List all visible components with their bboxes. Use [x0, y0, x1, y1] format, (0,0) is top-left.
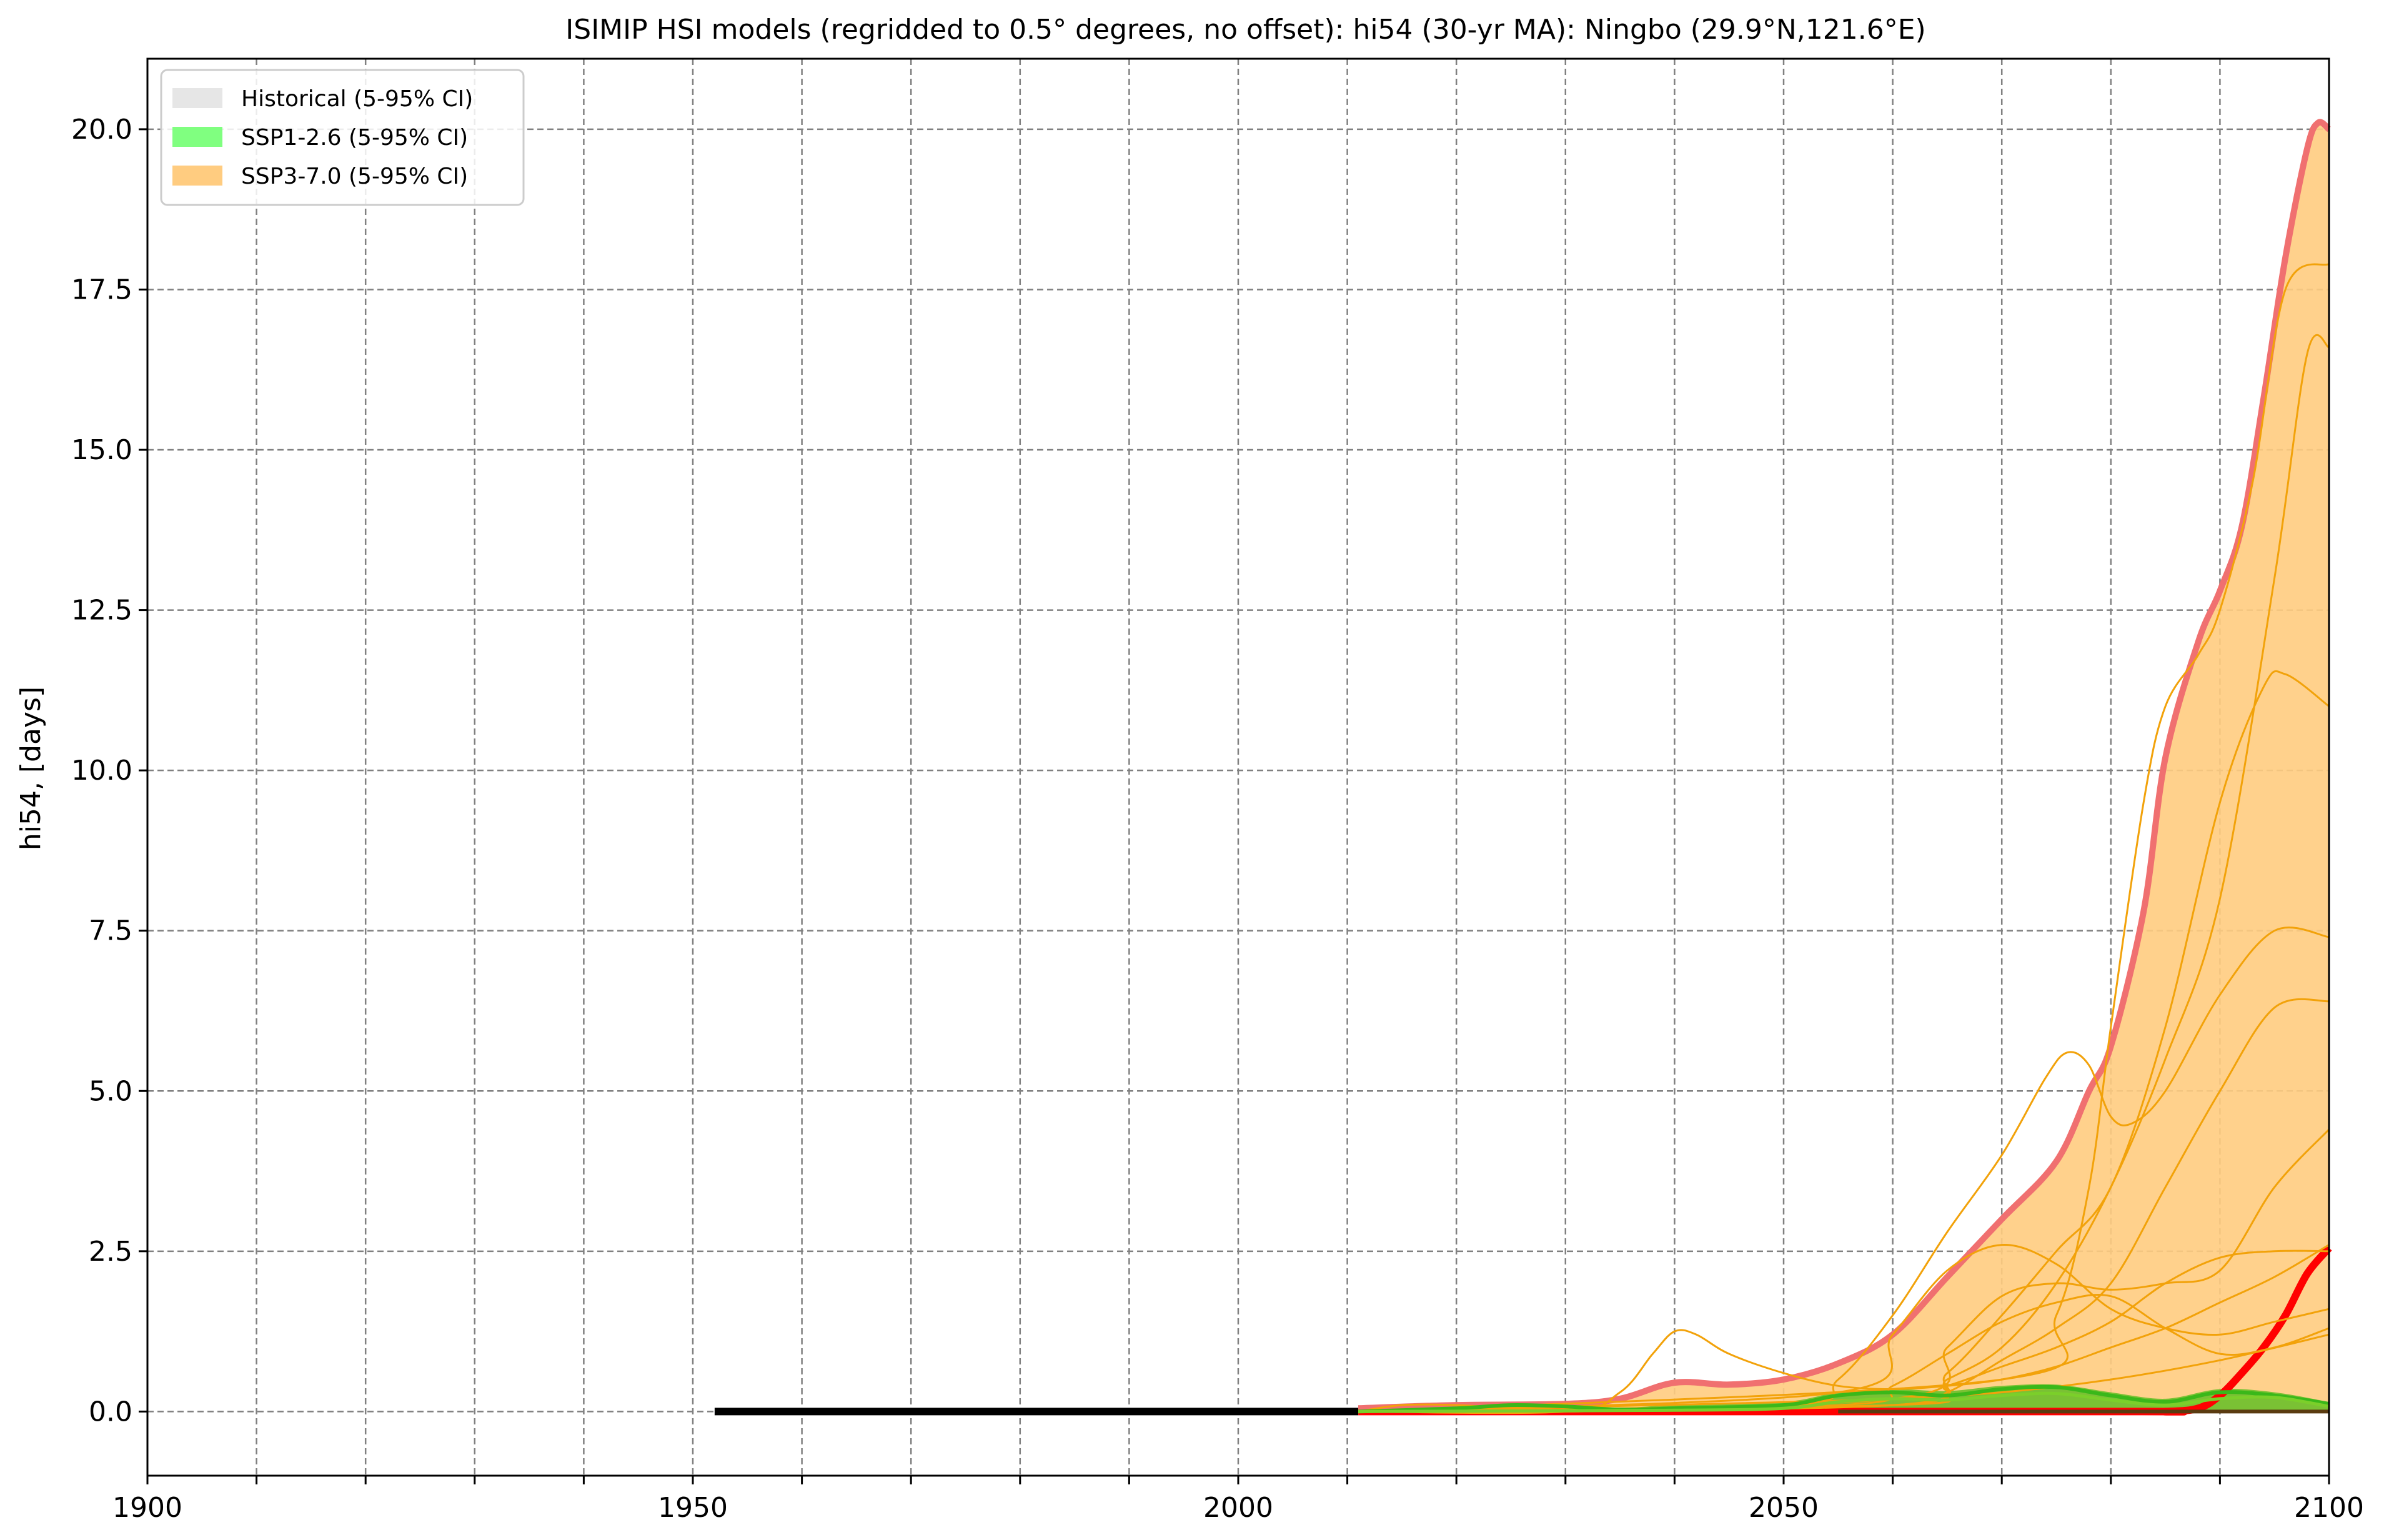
x-tick-label: 1950 — [658, 1492, 728, 1524]
series-line — [1358, 1391, 2330, 1413]
y-tick-label: 15.0 — [71, 434, 132, 466]
chart-title: ISIMIP HSI models (regridded to 0.5° deg… — [565, 14, 1925, 46]
series-line — [1358, 1249, 2330, 1413]
legend-swatch — [172, 88, 222, 108]
y-tick-label: 5.0 — [89, 1075, 132, 1107]
y-tick-label: 0.0 — [89, 1396, 132, 1428]
y-axis-label: hi54, [days] — [15, 687, 47, 850]
legend-box — [160, 69, 525, 206]
x-tick-label: 2100 — [2294, 1492, 2364, 1524]
legend: Historical (5-95% CI) SSP1-2.6 (5-95% CI)… — [160, 69, 525, 206]
y-tick-label: 2.5 — [89, 1236, 132, 1268]
y-tick-label: 17.5 — [71, 274, 132, 306]
y-tick-label: 7.5 — [89, 915, 132, 947]
legend-swatch — [172, 166, 222, 186]
legend-label: Historical (5-95% CI) — [241, 86, 473, 112]
axis-ticks: 1900 1950 2000 2050 2100 0.0 2.5 5.0 7.5 10.0 12.5… — [71, 114, 2364, 1524]
y-tick-label: 10.0 — [71, 755, 132, 787]
y-tick-label: 12.5 — [71, 595, 132, 627]
legend-swatch — [172, 127, 222, 147]
legend-label: SSP1-2.6 (5-95% CI) — [241, 125, 468, 151]
x-tick-label: 1900 — [112, 1492, 182, 1524]
legend-label: SSP3-7.0 (5-95% CI) — [241, 164, 468, 189]
confidence-bands — [1358, 122, 2329, 1412]
series-line — [1358, 1384, 2330, 1414]
series-lines — [714, 119, 2332, 1416]
y-tick-label: 20.0 — [71, 114, 132, 146]
x-tick-label: 2050 — [1749, 1492, 1819, 1524]
series-line — [1358, 1244, 2330, 1413]
series-line — [1358, 119, 2332, 1412]
series-line — [1358, 262, 2330, 1413]
ci-band — [1358, 122, 2329, 1412]
x-tick-label: 2000 — [1203, 1492, 1273, 1524]
